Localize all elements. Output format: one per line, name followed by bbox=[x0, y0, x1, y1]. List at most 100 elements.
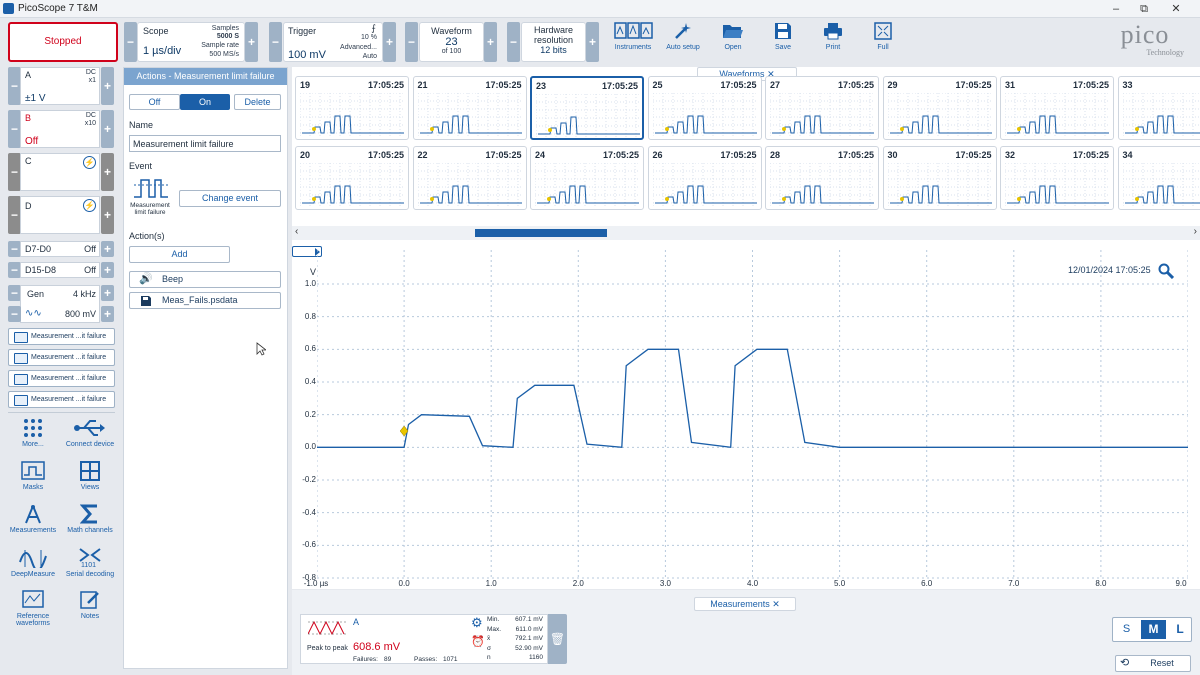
run-stop-button[interactable]: Stopped bbox=[8, 22, 118, 62]
channel-c-plus[interactable]: + bbox=[101, 153, 114, 191]
thumbnail-scrollbar[interactable]: ‹ › bbox=[292, 226, 1200, 240]
d7-d0-panel[interactable]: D7-D0 Off bbox=[20, 241, 100, 257]
hw-resolution-panel[interactable]: Hardware resolution 12 bits bbox=[521, 22, 586, 62]
trash-icon[interactable]: 🗑 bbox=[548, 614, 567, 664]
on-toggle[interactable]: On bbox=[180, 94, 230, 110]
name-input[interactable]: Measurement limit failure bbox=[129, 135, 281, 152]
waveform-thumbnail[interactable]: 3317:0 bbox=[1117, 76, 1200, 140]
trigger-minus-button[interactable]: − bbox=[269, 22, 282, 62]
channel-b-minus[interactable]: − bbox=[8, 110, 21, 148]
channel-a-panel[interactable]: A DC x1 ±1 V bbox=[20, 67, 100, 105]
minimize-button[interactable]: – bbox=[1112, 3, 1120, 15]
add-action-button[interactable]: Add bbox=[129, 246, 230, 263]
waveform-thumbnail[interactable]: 24 17:05:25 bbox=[530, 146, 644, 210]
waveform-minus-button[interactable]: − bbox=[405, 22, 418, 62]
waveform-thumbnail[interactable]: 30 17:05:25 bbox=[882, 146, 997, 210]
scope-panel[interactable]: Scope 1 µs/div Samples 5000 S Sample rat… bbox=[137, 22, 245, 62]
delete-button[interactable]: Delete bbox=[234, 94, 281, 110]
measurement-limit-item[interactable]: Measurement ...it failure bbox=[8, 328, 115, 345]
waveform-thumbnail[interactable]: 19 17:05:25 bbox=[295, 76, 409, 140]
hwres-plus-button[interactable]: + bbox=[586, 22, 599, 62]
size-s-button[interactable]: S bbox=[1122, 623, 1131, 635]
waveform-thumbnail[interactable]: 31 17:05:25 bbox=[1000, 76, 1114, 140]
channel-d-minus[interactable]: − bbox=[8, 196, 21, 234]
waveform-thumbnail[interactable]: 22 17:05:25 bbox=[412, 146, 527, 210]
waveform-thumbnail[interactable]: 21 17:05:25 bbox=[412, 76, 527, 140]
more-button[interactable]: More... bbox=[3, 418, 63, 448]
gen-amp-minus[interactable]: − bbox=[8, 306, 21, 322]
deepmeasure-button[interactable]: DeepMeasure bbox=[3, 548, 63, 578]
waveform-thumbnail[interactable]: 25 17:05:25 bbox=[647, 76, 762, 140]
gen-freq-minus[interactable]: − bbox=[8, 285, 21, 301]
scrollbar-thumb[interactable] bbox=[475, 229, 607, 237]
channel-a-minus[interactable]: − bbox=[8, 67, 21, 105]
waveform-thumbnail[interactable]: 20 17:05:25 bbox=[295, 146, 409, 210]
trigger-plus-button[interactable]: + bbox=[383, 22, 396, 62]
measurement-limit-item[interactable]: Measurement ...it failure bbox=[8, 370, 115, 387]
waveform-thumbnail[interactable]: 28 17:05:25 bbox=[765, 146, 879, 210]
size-m-button[interactable]: M bbox=[1141, 620, 1166, 639]
waveform-plus-button[interactable]: + bbox=[484, 22, 497, 62]
generator-panel[interactable]: Gen 4 kHz ∿∿ 800 mV bbox=[20, 285, 100, 323]
notes-button[interactable]: Notes bbox=[60, 590, 120, 620]
scope-minus-button[interactable]: − bbox=[124, 22, 137, 62]
channel-ruler-arrow[interactable] bbox=[292, 246, 322, 257]
views-button[interactable]: Views bbox=[60, 461, 120, 491]
gen-freq-plus[interactable]: + bbox=[101, 285, 114, 301]
channel-c-minus[interactable]: − bbox=[8, 153, 21, 191]
d15-d8-panel[interactable]: D15-D8 Off bbox=[20, 262, 100, 278]
channel-d-plus[interactable]: + bbox=[101, 196, 114, 234]
d7-minus[interactable]: − bbox=[8, 241, 21, 257]
measurements-button[interactable]: Measurements bbox=[3, 504, 63, 534]
channel-b-plus[interactable]: + bbox=[101, 110, 114, 148]
close-button[interactable]: ✕ bbox=[1171, 3, 1181, 15]
trigger-panel[interactable]: Trigger 100 mV ⨍ 10 % Advanced... Auto bbox=[283, 22, 383, 62]
serial-decoding-button[interactable]: 1101 Serial decoding bbox=[60, 546, 120, 578]
instruments-button[interactable]: Instruments bbox=[609, 22, 657, 51]
channel-d-panel[interactable]: D ⚡ bbox=[20, 196, 100, 234]
channel-b-panel[interactable]: B DC x10 Off bbox=[20, 110, 100, 148]
off-toggle[interactable]: Off bbox=[129, 94, 180, 110]
size-l-button[interactable]: L bbox=[1176, 622, 1184, 636]
waveform-thumbnail[interactable]: 32 17:05:25 bbox=[1000, 146, 1114, 210]
waveform-thumbnail[interactable]: 29 17:05:25 bbox=[882, 76, 997, 140]
power-icon[interactable]: ⚡ bbox=[83, 156, 96, 169]
hwres-minus-button[interactable]: − bbox=[507, 22, 520, 62]
waveform-thumbnail[interactable]: 27 17:05:25 bbox=[765, 76, 879, 140]
zoom-icon[interactable] bbox=[1158, 263, 1174, 279]
channel-a-plus[interactable]: + bbox=[101, 67, 114, 105]
gear-icon[interactable]: ⚙ bbox=[471, 615, 483, 630]
channel-c-panel[interactable]: C ⚡ bbox=[20, 153, 100, 191]
waveform-plot[interactable] bbox=[317, 250, 1188, 580]
measurement-card[interactable]: A Peak to peak 608.6 mV Failures: 89 Pas… bbox=[300, 614, 548, 664]
open-button[interactable]: Open bbox=[709, 22, 757, 51]
beep-action[interactable]: 🔊 Beep bbox=[129, 271, 281, 288]
power-icon[interactable]: ⚡ bbox=[83, 199, 96, 212]
scope-plus-button[interactable]: + bbox=[245, 22, 258, 62]
reset-button[interactable]: ⟲ Reset bbox=[1115, 655, 1191, 672]
masks-button[interactable]: Masks bbox=[3, 461, 63, 491]
waveform-thumbnail[interactable]: 26 17:05:25 bbox=[647, 146, 762, 210]
reference-waveforms-button[interactable]: Reference waveforms bbox=[3, 590, 63, 627]
maximize-button[interactable]: ⧉ bbox=[1140, 3, 1148, 15]
close-icon[interactable]: ✕ bbox=[772, 599, 780, 609]
waveform-thumbnail[interactable]: 3417: bbox=[1117, 146, 1200, 210]
d7-plus[interactable]: + bbox=[101, 241, 114, 257]
save-file-action[interactable]: Meas_Fails.psdata bbox=[129, 292, 281, 309]
math-channels-button[interactable]: Math channels bbox=[60, 504, 120, 534]
d15-minus[interactable]: − bbox=[8, 262, 21, 278]
gen-amp-plus[interactable]: + bbox=[101, 306, 114, 322]
connect-device-button[interactable]: Connect device bbox=[60, 418, 120, 448]
full-screen-button[interactable]: Full bbox=[859, 22, 907, 51]
change-event-button[interactable]: Change event bbox=[179, 190, 281, 207]
save-button[interactable]: Save bbox=[759, 22, 807, 51]
chevron-right-icon[interactable]: › bbox=[1193, 226, 1197, 237]
measurements-tab[interactable]: Measurements ✕ bbox=[694, 597, 796, 611]
waveform-thumbnail[interactable]: 23 17:05:25 bbox=[530, 76, 644, 140]
d15-plus[interactable]: + bbox=[101, 262, 114, 278]
auto-setup-button[interactable]: Auto setup bbox=[659, 22, 707, 51]
measurement-limit-item[interactable]: Measurement ...it failure bbox=[8, 349, 115, 366]
waveform-panel[interactable]: Waveform 23 of 100 bbox=[419, 22, 484, 62]
chevron-left-icon[interactable]: ‹ bbox=[295, 226, 299, 237]
print-button[interactable]: Print bbox=[809, 22, 857, 51]
